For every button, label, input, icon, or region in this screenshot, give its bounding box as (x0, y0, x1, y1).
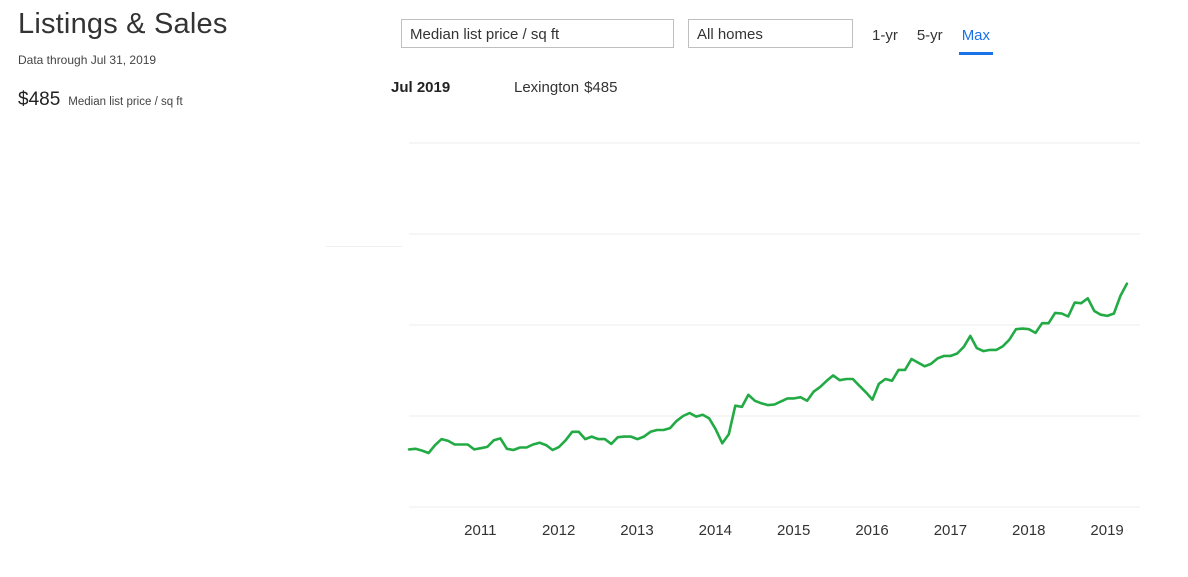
metric-label: Median list price / sq ft (68, 96, 183, 108)
range-tab-1yr[interactable]: 1-yr (872, 27, 898, 44)
x-tick-label: 2019 (1090, 522, 1123, 539)
range-tab-max[interactable]: Max (958, 27, 994, 55)
x-tick-label: 2013 (620, 522, 653, 539)
home-type-select[interactable]: All homes (688, 19, 853, 48)
x-tick-label: 2015 (777, 522, 810, 539)
data-through-note: Data through Jul 31, 2019 (18, 53, 157, 67)
hover-date: Jul 2019 (391, 79, 451, 96)
x-axis-ticks: 2011 2012 2013 2014 2015 2016 2017 2018 2019 (464, 522, 1124, 539)
x-tick-label: 2012 (542, 522, 575, 539)
series-line-lexington (407, 282, 1129, 455)
chart-series (407, 282, 1129, 455)
divider (326, 246, 402, 247)
range-tab-5yr[interactable]: 5-yr (916, 27, 943, 44)
x-tick-label: 2017 (934, 522, 967, 539)
x-tick-label: 2016 (855, 522, 888, 539)
metric-select[interactable]: Median list price / sq ft (401, 19, 674, 48)
x-tick-label: 2011 (464, 522, 496, 539)
metric-value: $485 (18, 89, 61, 110)
page-title: Listings & Sales (18, 8, 228, 40)
x-tick-label: 2018 (1012, 522, 1045, 539)
current-metric: $485 Median list price / sq ft (18, 89, 183, 111)
range-tabs: 1-yr 5-yr Max (869, 27, 994, 55)
hover-series-name: Lexington (514, 79, 580, 96)
chart-gridlines (409, 142, 1140, 508)
hover-series: Lexington $485 (514, 79, 617, 96)
hover-series-value: $485 (584, 79, 618, 96)
x-tick-label: 2014 (699, 522, 732, 539)
